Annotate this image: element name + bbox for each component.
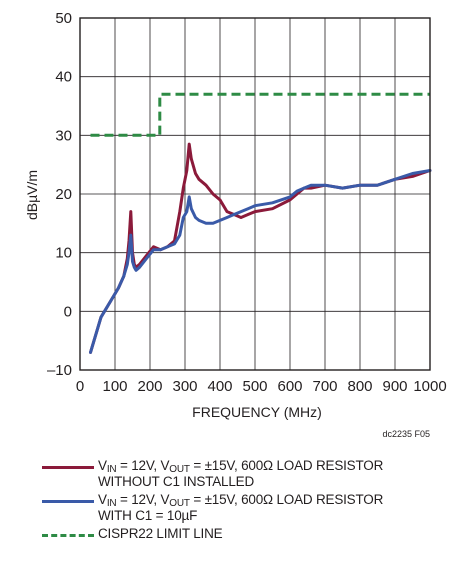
legend-item-cispr22: CISPR22 LIMIT LINE — [40, 526, 445, 542]
series-line-without-c1 — [89, 142, 432, 354]
y-tick-label: 20 — [55, 186, 72, 203]
series-line-cispr22-limit — [90, 92, 430, 137]
y-tick-label: 0 — [64, 303, 72, 320]
plot-frame — [79, 17, 431, 371]
x-tick-label: 0 — [76, 378, 84, 395]
x-tick-label: 100 — [102, 378, 127, 395]
series-line-with-c1 — [89, 169, 432, 354]
y-axis-label: dBµV/m — [24, 170, 40, 220]
x-axis-label: FREQUENCY (MHz) — [192, 404, 322, 420]
legend-line: VIN = 12V, VOUT = ±15V, 600Ω LOAD RESIST… — [98, 458, 384, 475]
x-tick-label: 800 — [347, 378, 372, 395]
y-tick-label: 40 — [55, 69, 72, 86]
legend-swatch-green-dashed — [42, 534, 94, 537]
series-group — [89, 92, 432, 354]
y-tick-label: 10 — [55, 245, 72, 262]
y-tick-label: 30 — [55, 127, 72, 144]
legend-line: WITH C1 = 10µF — [98, 508, 198, 523]
grid — [80, 18, 430, 370]
legend-line: WITHOUT C1 INSTALLED — [98, 474, 255, 489]
x-tick-labels: 0 100 200 300 400 500 600 700 800 900 1000 — [76, 378, 447, 395]
y-tick-label: –10 — [47, 362, 72, 379]
x-tick-label: 900 — [382, 378, 407, 395]
y-tick-labels: 50 40 30 20 10 0 –10 — [47, 10, 72, 379]
legend-swatch-blue — [42, 500, 94, 503]
legend-line: VIN = 12V, VOUT = ±15V, 600Ω LOAD RESIST… — [98, 492, 384, 509]
x-tick-label: 200 — [137, 378, 162, 395]
legend-swatch-red — [42, 466, 94, 469]
legend-item-without-c1: VIN = 12V, VOUT = ±15V, 600Ω LOAD RESIST… — [40, 458, 445, 490]
x-tick-label: 600 — [277, 378, 302, 395]
y-tick-label: 50 — [55, 10, 72, 27]
x-tick-label: 1000 — [413, 378, 446, 395]
figure-id: dc2235 F05 — [382, 429, 430, 439]
x-tick-label: 500 — [242, 378, 267, 395]
x-tick-label: 700 — [312, 378, 337, 395]
x-tick-label: 400 — [207, 378, 232, 395]
legend: VIN = 12V, VOUT = ±15V, 600Ω LOAD RESIST… — [40, 458, 445, 544]
x-tick-label: 300 — [172, 378, 197, 395]
legend-item-with-c1: VIN = 12V, VOUT = ±15V, 600Ω LOAD RESIST… — [40, 492, 445, 524]
legend-line: CISPR22 LIMIT LINE — [98, 526, 223, 541]
